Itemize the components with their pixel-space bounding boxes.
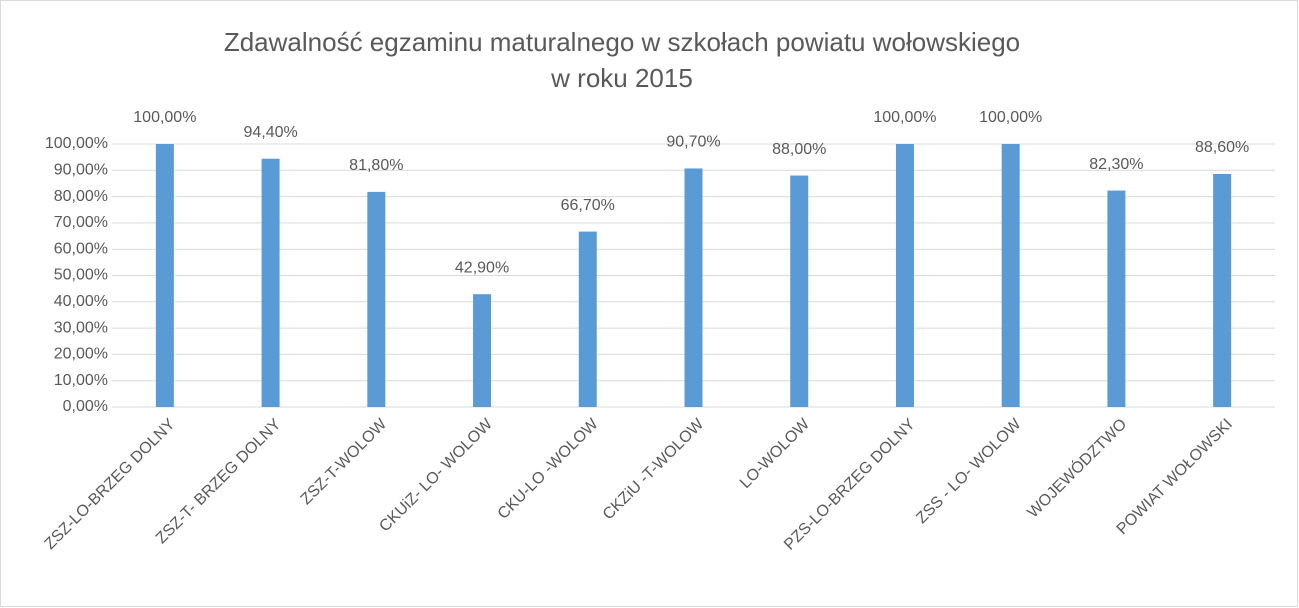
bar (367, 191, 386, 407)
value-label: 82,30% (1089, 156, 1143, 173)
y-tick-label: 70,00% (54, 214, 108, 231)
bar (1213, 173, 1232, 407)
y-tick-label: 10,00% (54, 372, 108, 389)
value-label: 100,00% (133, 109, 196, 126)
value-label: 81,80% (349, 157, 403, 174)
bar (1001, 144, 1020, 407)
value-label: 94,40% (243, 124, 297, 141)
y-tick-label: 100,00% (45, 135, 108, 152)
value-label: 88,00% (772, 141, 826, 158)
value-label: 90,70% (666, 134, 720, 151)
y-tick-label: 0,00% (63, 398, 108, 415)
bar (261, 158, 280, 407)
value-label: 100,00% (873, 109, 936, 126)
value-label: 88,60% (1195, 139, 1249, 156)
y-tick-label: 60,00% (54, 240, 108, 257)
chart-title: w roku 2015 (550, 63, 693, 93)
y-tick-label: 50,00% (54, 267, 108, 284)
y-tick-label: 20,00% (54, 346, 108, 363)
y-tick-label: 30,00% (54, 319, 108, 336)
bar (578, 231, 597, 407)
value-label: 66,70% (561, 197, 615, 214)
bar (473, 294, 492, 407)
value-label: 100,00% (979, 109, 1042, 126)
value-label: 42,90% (455, 259, 509, 276)
y-tick-label: 80,00% (54, 188, 108, 205)
bar (684, 168, 703, 407)
bar (895, 144, 914, 407)
bar (790, 175, 809, 407)
y-tick-label: 40,00% (54, 293, 108, 310)
bar (155, 144, 174, 407)
bar (1107, 190, 1126, 407)
chart-title: Zdawalność egzaminu maturalnego w szkoła… (224, 27, 1020, 57)
y-tick-label: 90,00% (54, 162, 108, 179)
